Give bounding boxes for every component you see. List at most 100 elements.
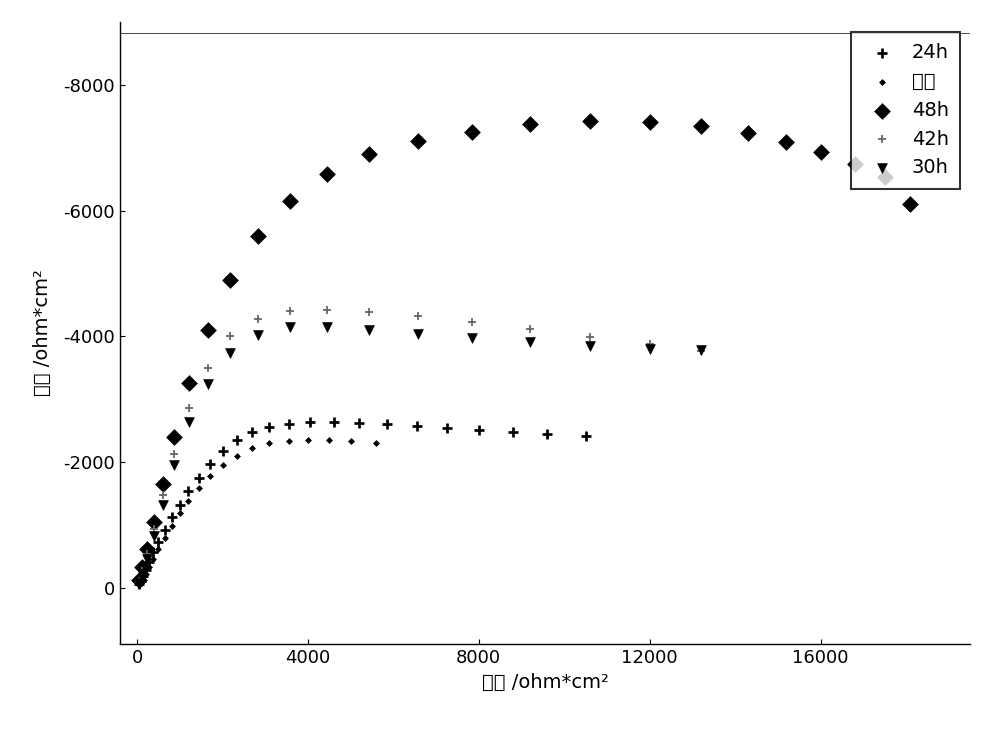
42h [181, 403, 197, 414]
24h [261, 421, 277, 433]
48h [740, 127, 756, 139]
24h [215, 445, 231, 457]
48h [522, 119, 538, 130]
30h [319, 321, 335, 332]
48h [222, 274, 238, 285]
24h [539, 427, 555, 439]
空白 [150, 543, 166, 555]
48h [139, 542, 155, 554]
24h [150, 536, 166, 548]
24h [164, 512, 180, 523]
空白 [261, 437, 277, 449]
24h [191, 471, 207, 483]
24h [229, 434, 245, 446]
42h [155, 489, 171, 501]
42h [464, 316, 480, 328]
24h [180, 485, 196, 497]
24h [141, 556, 157, 568]
48h [847, 158, 863, 170]
空白 [202, 471, 218, 482]
48h [134, 561, 150, 573]
空白 [343, 436, 359, 447]
42h [131, 575, 147, 587]
24h [135, 570, 151, 582]
空白 [138, 568, 154, 580]
48h [166, 431, 182, 443]
42h [250, 313, 266, 324]
空白 [368, 438, 384, 449]
30h [464, 332, 480, 344]
空白 [215, 459, 231, 471]
空白 [321, 434, 337, 446]
24h [471, 424, 487, 436]
空白 [135, 573, 151, 585]
30h [282, 321, 298, 333]
空白 [300, 434, 316, 446]
24h [351, 417, 367, 429]
X-axis label: 阻抗 /ohm*cm²: 阻抗 /ohm*cm² [482, 673, 608, 692]
24h [326, 417, 342, 428]
48h [877, 171, 893, 183]
30h [155, 498, 171, 510]
42h [282, 305, 298, 317]
24h [172, 498, 188, 510]
24h [145, 547, 161, 559]
24h [202, 458, 218, 470]
30h [166, 459, 182, 471]
Legend: 24h, 空白, 48h, 42h, 30h: 24h, 空白, 48h, 42h, 30h [851, 31, 960, 189]
42h [319, 304, 335, 315]
30h [181, 417, 197, 428]
30h [410, 328, 426, 340]
24h [281, 418, 297, 430]
30h [693, 344, 709, 356]
24h [131, 578, 147, 590]
42h [146, 523, 162, 534]
空白 [141, 561, 157, 573]
空白 [172, 507, 188, 519]
24h [578, 430, 594, 442]
48h [778, 136, 794, 148]
42h [134, 565, 150, 577]
48h [902, 198, 918, 210]
48h [582, 116, 598, 127]
24h [439, 422, 455, 433]
48h [410, 135, 426, 147]
42h [582, 331, 598, 343]
Y-axis label: 阻抗 /ohm*cm²: 阻抗 /ohm*cm² [33, 269, 52, 397]
48h [155, 478, 171, 490]
30h [250, 329, 266, 341]
30h [131, 577, 147, 589]
48h [181, 378, 197, 389]
30h [642, 343, 658, 354]
48h [813, 146, 829, 158]
48h [464, 126, 480, 138]
42h [642, 338, 658, 350]
42h [139, 548, 155, 559]
30h [146, 530, 162, 542]
24h [409, 420, 425, 432]
48h [250, 230, 266, 242]
48h [200, 324, 216, 336]
空白 [131, 579, 147, 591]
空白 [281, 435, 297, 447]
30h [582, 340, 598, 352]
42h [166, 448, 182, 460]
30h [361, 324, 377, 336]
30h [522, 337, 538, 348]
24h [244, 426, 260, 438]
42h [693, 346, 709, 357]
42h [200, 362, 216, 373]
24h [157, 524, 173, 536]
空白 [229, 449, 245, 461]
30h [222, 347, 238, 359]
48h [282, 195, 298, 207]
24h [138, 564, 154, 576]
30h [139, 553, 155, 564]
42h [410, 310, 426, 322]
空白 [244, 442, 260, 454]
48h [319, 168, 335, 180]
24h [505, 426, 521, 438]
空白 [157, 532, 173, 544]
空白 [191, 482, 207, 494]
空白 [133, 577, 149, 589]
